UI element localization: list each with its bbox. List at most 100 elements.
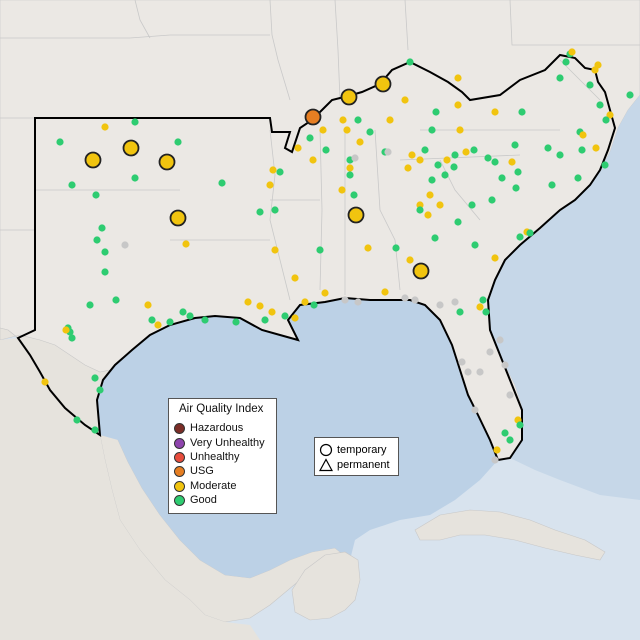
good-sensor-marker[interactable]	[91, 374, 99, 382]
moderate-sensor-marker[interactable]	[101, 123, 109, 131]
good-sensor-marker[interactable]	[574, 174, 582, 182]
inactive-sensor-marker[interactable]	[384, 148, 392, 156]
good-sensor-marker[interactable]	[491, 158, 499, 166]
good-sensor-marker[interactable]	[556, 74, 564, 82]
moderate-sensor-marker[interactable]	[406, 256, 414, 264]
good-sensor-marker[interactable]	[428, 176, 436, 184]
moderate-sensor-marker[interactable]	[291, 314, 299, 322]
good-sensor-marker[interactable]	[186, 312, 194, 320]
good-sensor-marker[interactable]	[232, 318, 240, 326]
moderate-sensor-marker[interactable]	[491, 108, 499, 116]
inactive-sensor-marker[interactable]	[506, 391, 514, 399]
good-sensor-marker[interactable]	[350, 191, 358, 199]
good-sensor-marker[interactable]	[602, 116, 610, 124]
moderate-temporary-monitor-marker[interactable]	[412, 262, 430, 280]
good-sensor-marker[interactable]	[92, 191, 100, 199]
inactive-sensor-marker[interactable]	[411, 296, 419, 304]
inactive-sensor-marker[interactable]	[121, 241, 129, 249]
good-sensor-marker[interactable]	[131, 174, 139, 182]
good-sensor-marker[interactable]	[428, 126, 436, 134]
moderate-sensor-marker[interactable]	[41, 378, 49, 386]
moderate-sensor-marker[interactable]	[424, 211, 432, 219]
good-sensor-marker[interactable]	[91, 426, 99, 434]
good-sensor-marker[interactable]	[432, 108, 440, 116]
inactive-sensor-marker[interactable]	[401, 294, 409, 302]
good-sensor-marker[interactable]	[470, 146, 478, 154]
moderate-sensor-marker[interactable]	[436, 201, 444, 209]
usg-temporary-monitor-marker[interactable]	[304, 108, 322, 126]
good-sensor-marker[interactable]	[96, 386, 104, 394]
moderate-temporary-monitor-marker[interactable]	[169, 209, 187, 227]
good-sensor-marker[interactable]	[316, 246, 324, 254]
moderate-sensor-marker[interactable]	[269, 166, 277, 174]
moderate-sensor-marker[interactable]	[154, 321, 162, 329]
moderate-sensor-marker[interactable]	[493, 446, 501, 454]
moderate-sensor-marker[interactable]	[508, 158, 516, 166]
inactive-sensor-marker[interactable]	[496, 336, 504, 344]
good-sensor-marker[interactable]	[406, 58, 414, 66]
good-sensor-marker[interactable]	[281, 312, 289, 320]
moderate-sensor-marker[interactable]	[568, 48, 576, 56]
moderate-sensor-marker[interactable]	[62, 326, 70, 334]
inactive-sensor-marker[interactable]	[458, 358, 466, 366]
moderate-sensor-marker[interactable]	[416, 156, 424, 164]
good-sensor-marker[interactable]	[479, 296, 487, 304]
good-sensor-marker[interactable]	[501, 429, 509, 437]
good-sensor-marker[interactable]	[596, 101, 604, 109]
inactive-sensor-marker[interactable]	[436, 301, 444, 309]
good-sensor-marker[interactable]	[306, 134, 314, 142]
moderate-sensor-marker[interactable]	[454, 101, 462, 109]
moderate-sensor-marker[interactable]	[476, 303, 484, 311]
moderate-sensor-marker[interactable]	[294, 144, 302, 152]
good-sensor-marker[interactable]	[434, 161, 442, 169]
good-sensor-marker[interactable]	[271, 206, 279, 214]
moderate-sensor-marker[interactable]	[606, 111, 614, 119]
good-sensor-marker[interactable]	[310, 301, 318, 309]
moderate-sensor-marker[interactable]	[416, 201, 424, 209]
moderate-sensor-marker[interactable]	[408, 151, 416, 159]
moderate-sensor-marker[interactable]	[456, 126, 464, 134]
good-sensor-marker[interactable]	[626, 91, 634, 99]
good-sensor-marker[interactable]	[86, 301, 94, 309]
good-sensor-marker[interactable]	[556, 151, 564, 159]
good-sensor-marker[interactable]	[98, 224, 106, 232]
inactive-sensor-marker[interactable]	[471, 406, 479, 414]
good-sensor-marker[interactable]	[101, 268, 109, 276]
moderate-sensor-marker[interactable]	[256, 302, 264, 310]
moderate-sensor-marker[interactable]	[491, 254, 499, 262]
moderate-sensor-marker[interactable]	[343, 126, 351, 134]
good-sensor-marker[interactable]	[276, 168, 284, 176]
good-sensor-marker[interactable]	[179, 308, 187, 316]
moderate-sensor-marker[interactable]	[426, 191, 434, 199]
moderate-sensor-marker[interactable]	[381, 288, 389, 296]
good-sensor-marker[interactable]	[261, 316, 269, 324]
moderate-sensor-marker[interactable]	[401, 96, 409, 104]
good-sensor-marker[interactable]	[482, 308, 490, 316]
moderate-sensor-marker[interactable]	[144, 301, 152, 309]
good-sensor-marker[interactable]	[544, 144, 552, 152]
good-sensor-marker[interactable]	[451, 151, 459, 159]
good-sensor-marker[interactable]	[131, 118, 139, 126]
good-sensor-marker[interactable]	[68, 181, 76, 189]
good-sensor-marker[interactable]	[166, 318, 174, 326]
good-sensor-marker[interactable]	[514, 168, 522, 176]
moderate-sensor-marker[interactable]	[364, 244, 372, 252]
moderate-temporary-monitor-marker[interactable]	[158, 153, 176, 171]
good-sensor-marker[interactable]	[93, 236, 101, 244]
inactive-sensor-marker[interactable]	[451, 298, 459, 306]
moderate-sensor-marker[interactable]	[386, 116, 394, 124]
moderate-sensor-marker[interactable]	[443, 156, 451, 164]
good-sensor-marker[interactable]	[601, 161, 609, 169]
good-sensor-marker[interactable]	[578, 146, 586, 154]
moderate-sensor-marker[interactable]	[454, 74, 462, 82]
good-sensor-marker[interactable]	[454, 218, 462, 226]
good-sensor-marker[interactable]	[68, 334, 76, 342]
moderate-temporary-monitor-marker[interactable]	[84, 151, 102, 169]
good-sensor-marker[interactable]	[562, 58, 570, 66]
moderate-temporary-monitor-marker[interactable]	[340, 88, 358, 106]
moderate-sensor-marker[interactable]	[339, 116, 347, 124]
inactive-sensor-marker[interactable]	[354, 298, 362, 306]
moderate-sensor-marker[interactable]	[301, 298, 309, 306]
inactive-sensor-marker[interactable]	[486, 348, 494, 356]
moderate-sensor-marker[interactable]	[271, 246, 279, 254]
